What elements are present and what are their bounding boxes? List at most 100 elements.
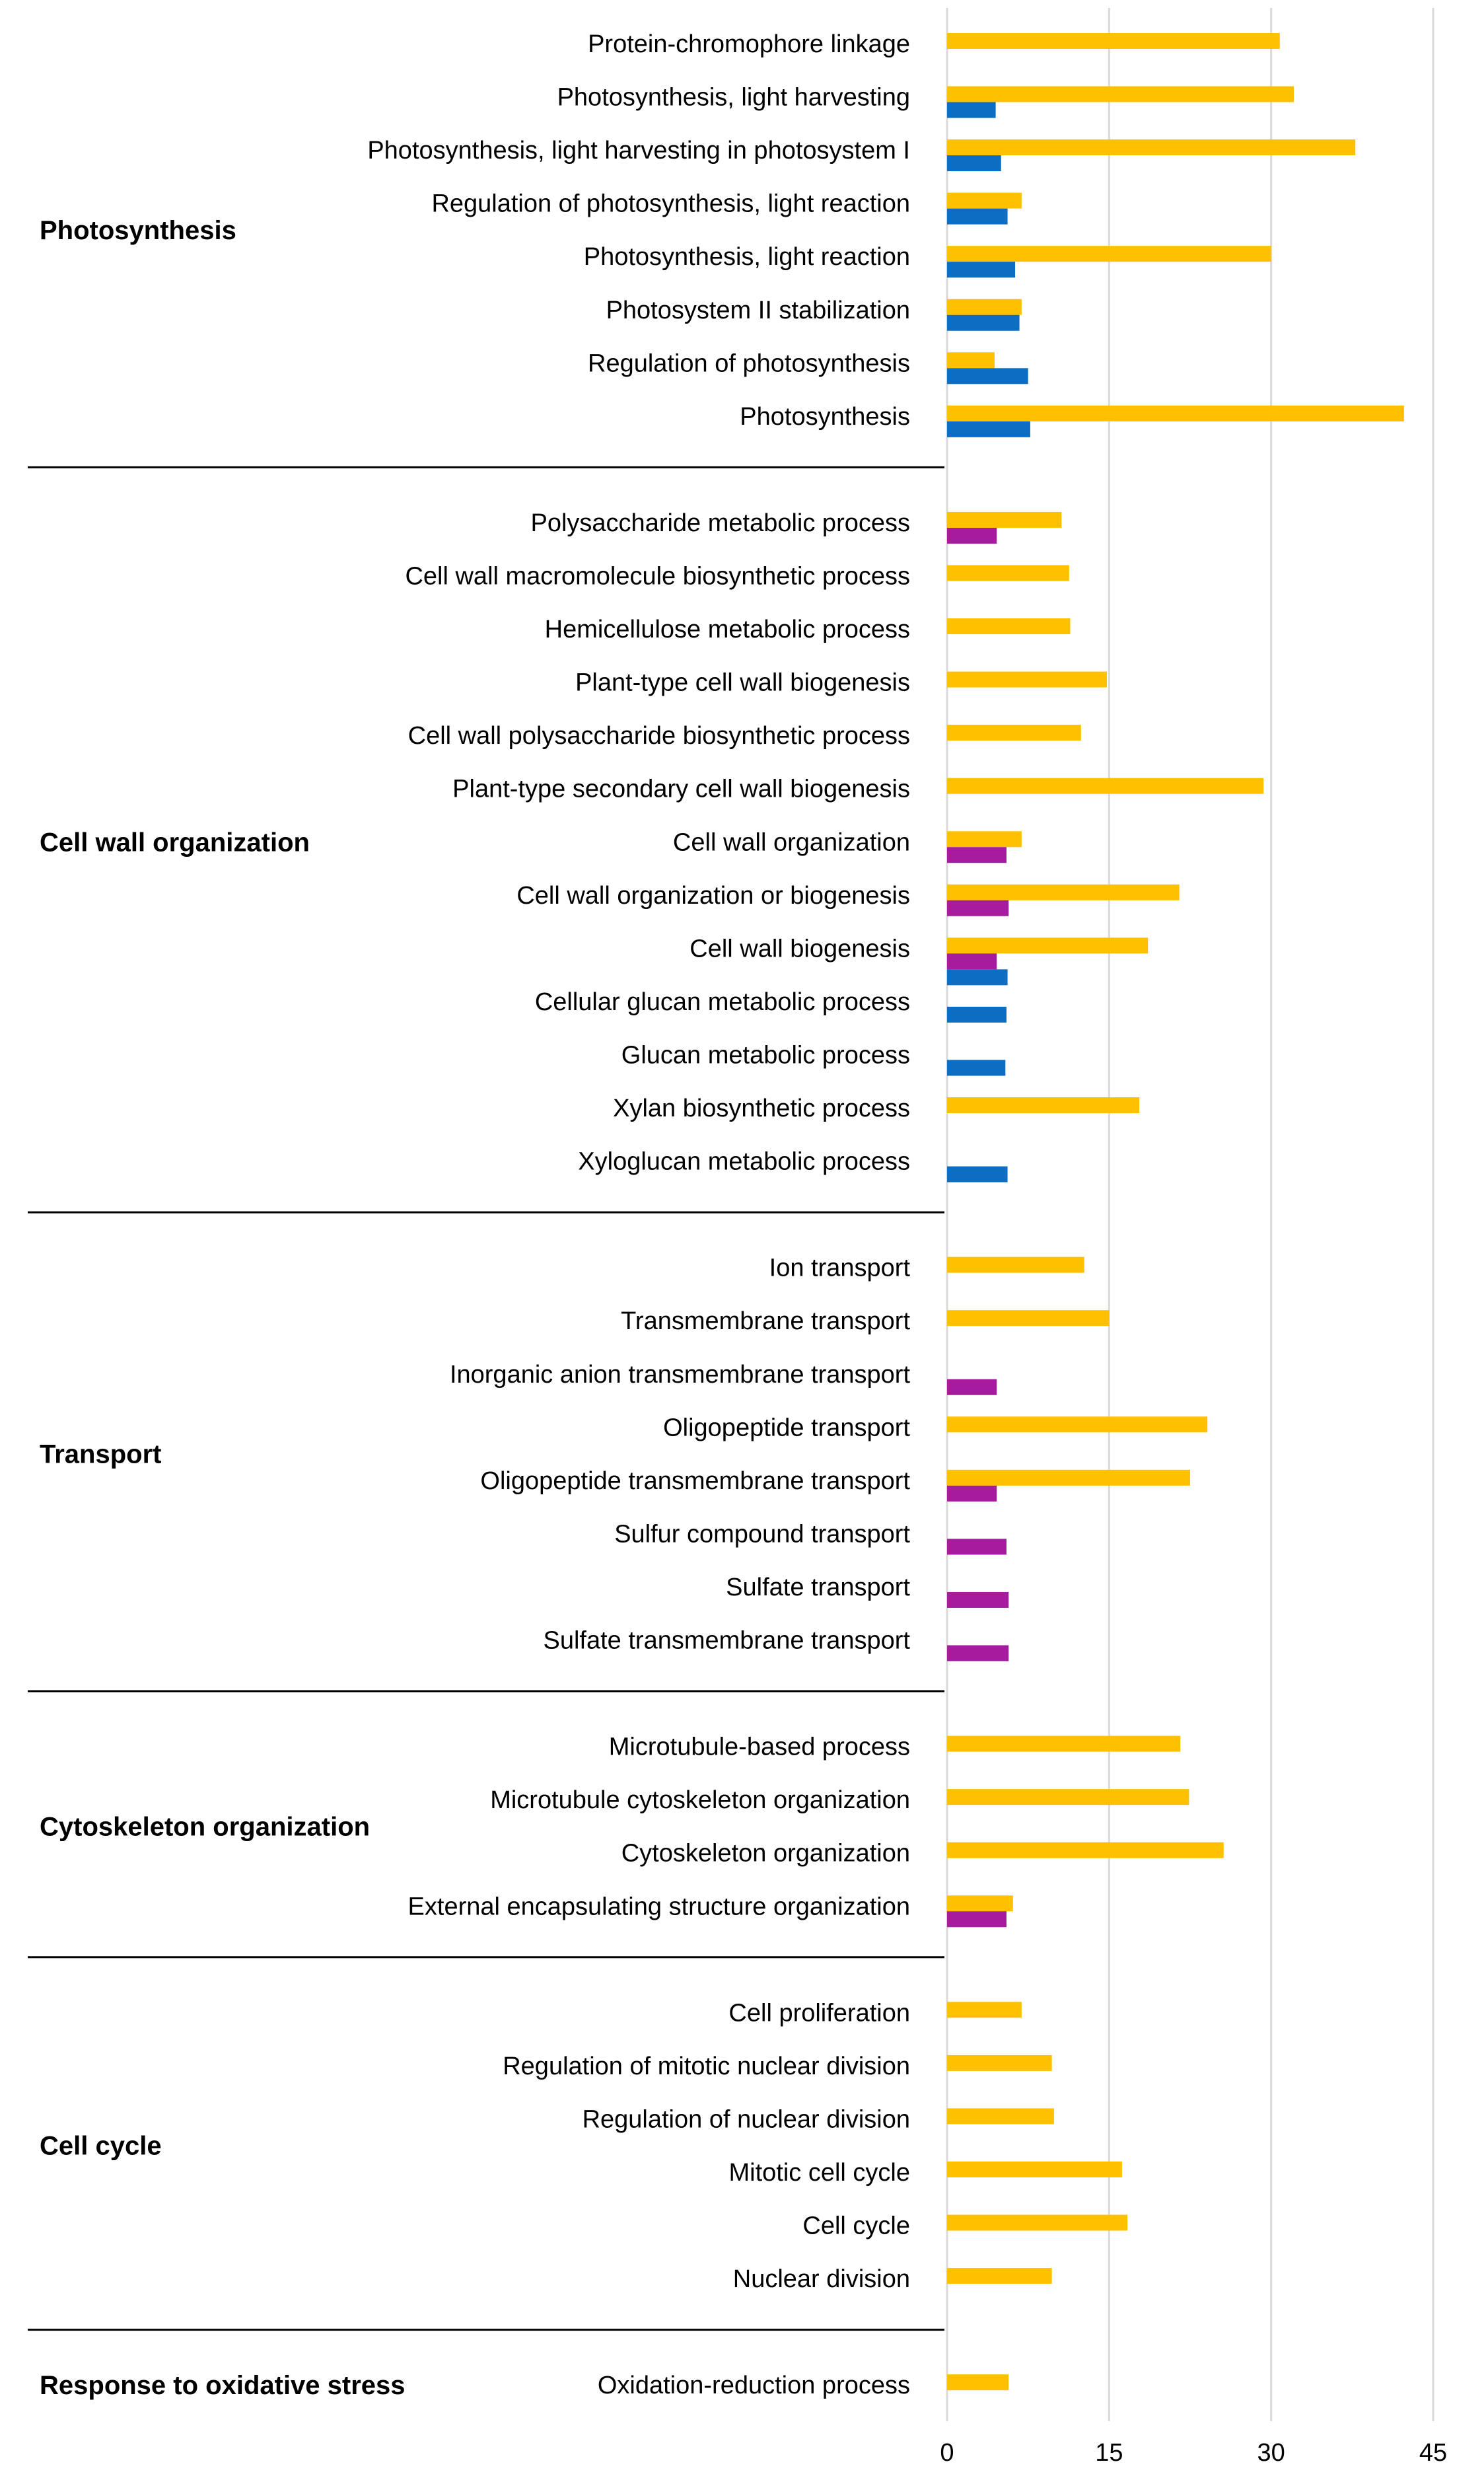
bar-series-2 bbox=[947, 1539, 1007, 1555]
bar-series-1 bbox=[947, 831, 1022, 848]
term-label: Cell wall macromolecule biosynthetic pro… bbox=[405, 563, 910, 591]
bar-series-1 bbox=[947, 511, 1062, 528]
term-label: Cellular glucan metabolic process bbox=[535, 988, 910, 1016]
bar-series-2 bbox=[947, 527, 997, 544]
bar-series-1 bbox=[947, 565, 1069, 581]
term-label: Cell proliferation bbox=[728, 1999, 910, 2027]
term-label: External encapsulating structure organiz… bbox=[408, 1893, 910, 1920]
bar-series-1 bbox=[947, 1789, 1189, 1805]
term-label: Regulation of nuclear division bbox=[583, 2105, 910, 2133]
bar-series-3 bbox=[947, 969, 1008, 986]
bar-series-1 bbox=[947, 192, 1022, 209]
bar-series-3 bbox=[947, 368, 1028, 384]
term-label: Mitotic cell cycle bbox=[729, 2159, 911, 2187]
term-label: Oligopeptide transport bbox=[663, 1414, 910, 1441]
term-label: Cell cycle bbox=[802, 2212, 910, 2240]
bar-series-1 bbox=[947, 2214, 1128, 2231]
bar-series-1 bbox=[947, 352, 995, 369]
bar-series-1 bbox=[947, 86, 1294, 102]
bar-series-3 bbox=[947, 1006, 1007, 1023]
x-tick-label: 0 bbox=[940, 2439, 954, 2467]
bars bbox=[947, 33, 1404, 2391]
bar-series-1 bbox=[947, 671, 1108, 688]
bar-series-1 bbox=[947, 299, 1022, 315]
term-label: Cell wall polysaccharide biosynthetic pr… bbox=[408, 722, 910, 750]
bar-series-1 bbox=[947, 2268, 1052, 2284]
term-label: Photosynthesis bbox=[740, 403, 910, 431]
term-label: Sulfur compound transport bbox=[614, 1520, 910, 1548]
bar-series-1 bbox=[947, 884, 1180, 900]
bar-series-2 bbox=[947, 847, 1007, 863]
term-label: Regulation of photosynthesis bbox=[588, 349, 910, 377]
term-label: Oligopeptide transmembrane transport bbox=[480, 1467, 910, 1495]
group-labels: Photosynthesis Cell wall organization Tran… bbox=[40, 216, 406, 2400]
term-label: Photosystem II stabilization bbox=[606, 297, 910, 324]
bar-series-3 bbox=[947, 314, 1020, 331]
bar-series-1 bbox=[947, 405, 1404, 421]
bar-series-1 bbox=[947, 2055, 1052, 2071]
term-label: Microtubule cytoskeleton organization bbox=[490, 1786, 910, 1814]
bar-series-1 bbox=[947, 2162, 1122, 2177]
x-axis-tick-labels: 0 15 30 45 bbox=[940, 2439, 1447, 2467]
term-label: Cell wall organization bbox=[673, 828, 910, 856]
bar-series-2 bbox=[947, 1591, 1009, 1608]
bar-series-1 bbox=[947, 2002, 1022, 2018]
term-label: Inorganic anion transmembrane transport bbox=[450, 1361, 910, 1389]
group-label: Transport bbox=[40, 1440, 161, 1469]
bar-series-1 bbox=[947, 1256, 1084, 1273]
term-label: Cytoskeleton organization bbox=[621, 1840, 910, 1868]
bar-series-2 bbox=[947, 900, 1009, 916]
term-label: Polysaccharide metabolic process bbox=[531, 509, 911, 537]
group-label: Photosynthesis bbox=[40, 216, 236, 245]
term-label: Photosynthesis, light harvesting in phot… bbox=[367, 137, 910, 164]
group-label: Cell cycle bbox=[40, 2132, 162, 2161]
bar-series-3 bbox=[947, 262, 1016, 278]
term-label: Transmembrane transport bbox=[621, 1307, 910, 1335]
bar-series-1 bbox=[947, 618, 1071, 635]
term-label: Ion transport bbox=[769, 1255, 911, 1282]
term-label: Photosynthesis, light reaction bbox=[584, 243, 910, 271]
bar-series-3 bbox=[947, 208, 1008, 225]
term-label: Xylan biosynthetic process bbox=[613, 1095, 910, 1122]
bar-series-2 bbox=[947, 1485, 997, 1502]
term-label: Glucan metabolic process bbox=[621, 1041, 910, 1069]
bar-series-1 bbox=[947, 2374, 1009, 2391]
term-label: Sulfate transmembrane transport bbox=[544, 1627, 911, 1655]
term-label: Protein-chromophore linkage bbox=[588, 30, 910, 58]
bar-series-3 bbox=[947, 1166, 1008, 1182]
x-tick-label: 30 bbox=[1257, 2439, 1285, 2467]
term-labels: Protein-chromophore linkage Photosynthesi… bbox=[367, 30, 910, 2399]
x-tick-label: 15 bbox=[1095, 2439, 1123, 2467]
term-label: Hemicellulose metabolic process bbox=[545, 616, 910, 643]
term-label: Regulation of photosynthesis, light reac… bbox=[431, 190, 910, 218]
bar-series-1 bbox=[947, 1735, 1181, 1752]
term-label: Cell wall biogenesis bbox=[689, 935, 910, 963]
bar-series-1 bbox=[947, 1097, 1140, 1113]
bar-series-1 bbox=[947, 725, 1081, 741]
x-tick-label: 45 bbox=[1419, 2439, 1447, 2467]
group-label: Cell wall organization bbox=[40, 828, 310, 857]
bar-series-1 bbox=[947, 1416, 1208, 1433]
bar-series-2 bbox=[947, 1379, 997, 1395]
bar-series-2 bbox=[947, 1911, 1007, 1928]
bar-series-2 bbox=[947, 953, 997, 970]
bar-series-1 bbox=[947, 937, 1148, 954]
term-label: Photosynthesis, light harvesting bbox=[557, 84, 910, 112]
bar-series-2 bbox=[947, 1645, 1009, 1661]
bar-series-3 bbox=[947, 1060, 1006, 1076]
group-label: Cytoskeleton organization bbox=[40, 1812, 370, 1841]
bar-series-1 bbox=[947, 778, 1264, 794]
bar-series-1 bbox=[947, 33, 1280, 49]
bar-series-3 bbox=[947, 421, 1030, 437]
bar-series-1 bbox=[947, 1895, 1013, 1912]
bar-series-3 bbox=[947, 155, 1001, 172]
term-label: Nuclear division bbox=[733, 2265, 910, 2293]
bar-series-1 bbox=[947, 1469, 1190, 1486]
term-label: Oxidation-reduction process bbox=[598, 2372, 910, 2399]
bar-series-1 bbox=[947, 1842, 1224, 1858]
term-label: Microtubule-based process bbox=[609, 1733, 910, 1761]
bar-series-3 bbox=[947, 102, 996, 118]
group-separators bbox=[28, 466, 944, 2331]
bar-series-1 bbox=[947, 2108, 1054, 2125]
